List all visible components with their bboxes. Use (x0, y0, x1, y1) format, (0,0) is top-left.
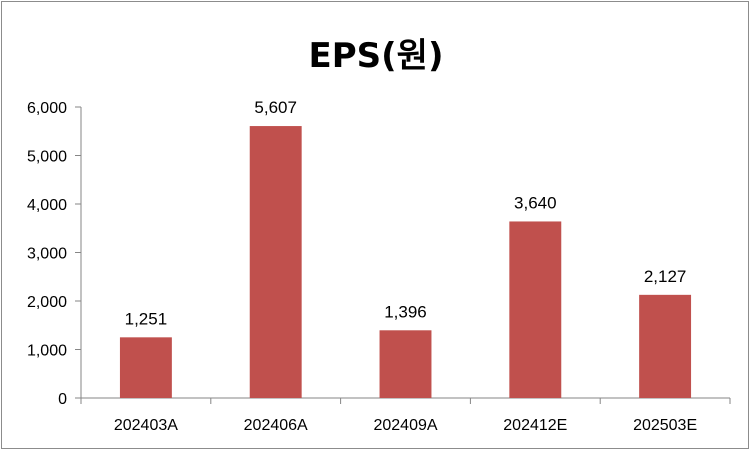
x-tick-label-202406A: 202406A (244, 417, 308, 434)
data-labels: 1,251 5,607 1,396 3,640 2,127 (125, 98, 687, 328)
data-label-202409A: 1,396 (384, 302, 427, 321)
y-tick-label: 5,000 (27, 149, 67, 166)
x-axis: 202403A 202406A 202409A 202412E 202503E (80, 397, 731, 434)
y-tick-label: 6,000 (27, 100, 67, 117)
y-tick-label: 4,000 (27, 197, 67, 214)
data-label-202406A: 5,607 (254, 98, 297, 117)
chart-title: EPS(원) (308, 36, 444, 76)
data-label-202412E: 3,640 (514, 193, 557, 212)
y-tick-label: 1,000 (27, 343, 67, 360)
x-tick-label-202403A: 202403A (114, 417, 178, 434)
bar-202412E (509, 221, 562, 398)
y-tick-label: 3,000 (27, 246, 67, 263)
bar-202406A (249, 126, 302, 399)
bar-202503E (639, 294, 692, 398)
y-axis: 0 1,000 2,000 3,000 4,000 5,000 6,000 (27, 100, 82, 408)
y-tick-label: 2,000 (27, 294, 67, 311)
y-tick-label: 0 (58, 391, 67, 408)
bar-202409A (379, 330, 432, 398)
x-tick-label-202409A: 202409A (373, 417, 437, 434)
x-tick-label-202412E: 202412E (503, 417, 567, 434)
data-label-202403A: 1,251 (125, 309, 168, 328)
bar-202403A (119, 337, 172, 398)
data-label-202503E: 2,127 (644, 267, 687, 286)
x-tick-label-202503E: 202503E (633, 417, 697, 434)
bars (119, 126, 692, 399)
